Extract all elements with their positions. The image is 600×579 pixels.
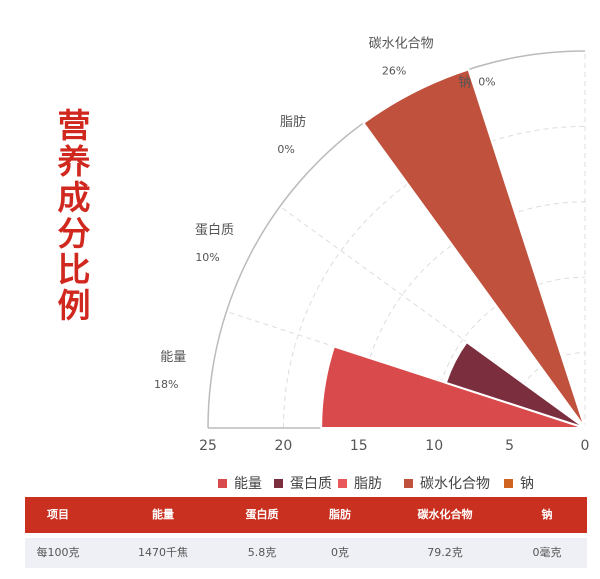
percent-label: 26% [382,65,406,78]
legend-swatch [338,478,347,488]
table-row: 每100克 1470千焦 5.8克 0克 79.2克 0毫克 [25,538,587,568]
legend-swatch [274,478,283,488]
bar-蛋白质 [444,340,586,429]
table-cell: 0克 [331,546,349,559]
legend-label: 蛋白质 [290,476,332,492]
header-cell: 项目 [47,508,69,521]
legend-swatch [504,478,513,488]
table-cell: 79.2克 [427,546,463,559]
grid-arc [433,276,586,429]
legend-item[interactable]: 能量 [218,473,262,493]
tick-label: 0 [581,438,590,454]
chart-title: 营养成分比例 [52,108,96,324]
category-label: 钠 [458,75,471,90]
header-cell: 钠 [541,508,553,521]
tick-label: 20 [274,438,292,454]
title-char: 分 [57,214,91,253]
legend-label: 钠 [520,476,534,492]
tick-label: 5 [505,438,514,454]
legend-label: 碳水化合物 [420,476,490,492]
outer-arc [207,50,586,429]
legend-label: 能量 [234,476,262,492]
header-cell: 脂肪 [329,508,351,521]
category-label: 能量 [160,350,186,365]
legend: 能量 蛋白质 脂肪 碳水化合物 钠 [0,473,600,493]
table-cell: 0毫克 [532,546,562,559]
legend-item[interactable]: 脂肪 [338,473,382,493]
title-char: 例 [57,286,91,325]
percent-label: 10% [195,251,219,264]
legend-label: 脂肪 [354,476,382,492]
grid-arc [509,352,586,429]
title-char: 成 [57,178,91,217]
category-label: 脂肪 [280,114,306,130]
header-cell: 蛋白质 [245,508,279,521]
polar-chart: 25 20 15 10 5 0 能量 18% 蛋白质 10% 脂肪 0% 碳水化合物 26% 钠 0% [154,37,590,454]
table-cell: 每100克 [36,546,80,559]
table-cell: 1470千焦 [138,546,188,559]
percent-label: 0% [478,75,495,88]
legend-swatch [404,478,413,488]
tick-label: 25 [199,438,217,454]
title-char: 比 [57,250,91,289]
legend-item[interactable]: 碳水化合物 [404,473,490,493]
grid-arc [282,125,586,429]
title-char: 营 [57,106,91,145]
legend-item[interactable]: 蛋白质 [274,473,332,493]
tick-label: 10 [425,438,443,454]
bar-碳水化合物 [362,68,586,429]
nutrition-table: 项目 能量 蛋白质 脂肪 碳水化合物 钠 每100克 1470千焦 5.8克 0克 79.2克 0毫… [25,497,587,568]
legend-swatch [218,478,227,488]
percent-label: 18% [154,378,178,391]
table-header: 项目 能量 蛋白质 脂肪 碳水化合物 钠 [25,497,587,533]
tick-label: 15 [350,438,368,454]
category-label: 蛋白质 [195,222,234,238]
header-cell: 碳水化合物 [417,508,473,521]
percent-label: 0% [277,143,294,156]
title-char: 养 [57,142,91,181]
legend-item[interactable]: 钠 [504,473,534,493]
table-cell: 5.8克 [247,546,277,559]
category-label: 碳水化合物 [369,37,434,52]
header-cell: 能量 [152,508,174,521]
